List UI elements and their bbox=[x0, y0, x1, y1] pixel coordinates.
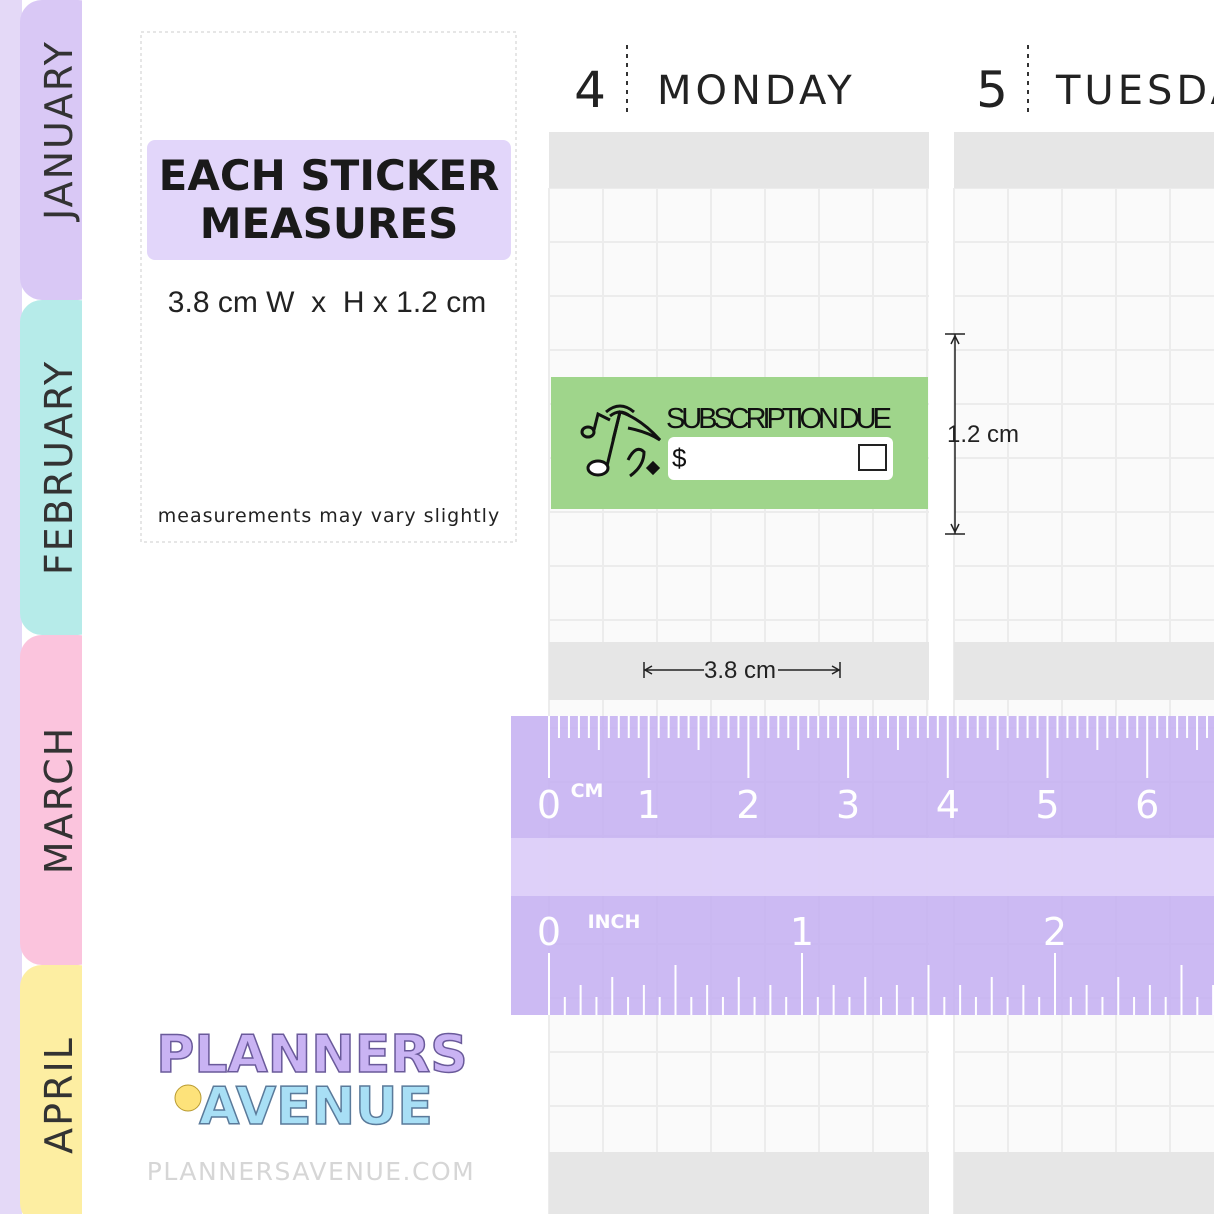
sticker-currency: $ bbox=[672, 443, 687, 473]
logo-line2: AVENUE bbox=[199, 1077, 433, 1137]
inch-label: INCH bbox=[588, 911, 641, 933]
column-footer bbox=[549, 1152, 929, 1214]
month-label: MARCH bbox=[37, 726, 81, 874]
inch-number: 1 bbox=[790, 910, 814, 954]
cm-number: 3 bbox=[836, 783, 860, 827]
day-name: MONDAY bbox=[657, 68, 856, 114]
day-number: 5 bbox=[976, 61, 1008, 119]
day-number: 4 bbox=[574, 61, 606, 119]
title-wrap: EACH STICKER MEASURES bbox=[158, 151, 500, 248]
width-label: 3.8 cm bbox=[704, 657, 776, 684]
month-tab bbox=[20, 300, 100, 635]
info-title: EACH STICKER MEASURES bbox=[158, 151, 500, 248]
logo-line1: PLANNERS bbox=[156, 1025, 468, 1085]
column-header bbox=[549, 132, 929, 188]
ruler-band bbox=[511, 838, 1214, 896]
month-tabs: JANUARY FEBRUARY MARCH APRIL bbox=[20, 0, 102, 1214]
sticker-field bbox=[668, 437, 893, 480]
inch-number: 2 bbox=[1043, 910, 1067, 954]
planner-columns bbox=[548, 132, 1214, 1214]
column-footer bbox=[954, 1152, 1214, 1214]
column-header bbox=[954, 132, 1214, 188]
month-tab bbox=[20, 0, 100, 300]
month-tab bbox=[20, 965, 100, 1214]
sticker-text: SUBSCRIPTION DUE bbox=[666, 403, 892, 435]
music-icon bbox=[580, 404, 662, 478]
cm-number: 1 bbox=[637, 783, 661, 827]
logo: PLANNERS AVENUE bbox=[155, 1024, 468, 1138]
title-box bbox=[147, 140, 511, 260]
cm-number: 6 bbox=[1135, 783, 1159, 827]
note-text: measurements may vary slightly bbox=[158, 505, 500, 527]
tab-edge bbox=[82, 0, 102, 1214]
sun-icon bbox=[174, 1084, 202, 1112]
cm-number: 2 bbox=[736, 783, 760, 827]
month-tab bbox=[20, 635, 100, 965]
measurement-text: 3.8 cm W x H x 1.2 cm bbox=[168, 286, 486, 319]
cm-label: CM bbox=[571, 780, 604, 802]
month-label: FEBRUARY bbox=[37, 360, 81, 575]
month-label: APRIL bbox=[37, 1036, 81, 1154]
height-label: 1.2 cm bbox=[947, 421, 1019, 448]
sticker: SUBSCRIPTION DUE $ bbox=[551, 377, 928, 509]
info-box bbox=[140, 31, 517, 543]
ruler: CM INCH 0 1 2 3 4 5 6 0 1 2 bbox=[511, 716, 1214, 1015]
column-band bbox=[549, 642, 929, 700]
cm-number: 4 bbox=[936, 783, 960, 827]
cm-number: 0 bbox=[537, 783, 561, 827]
day-name: TUESDAY bbox=[1055, 68, 1214, 114]
sticker-checkbox bbox=[858, 444, 887, 471]
height-dimension bbox=[945, 333, 965, 535]
website: PLANNERSAVENUE.COM bbox=[147, 1157, 475, 1186]
width-dimension bbox=[643, 662, 841, 678]
month-label: JANUARY bbox=[37, 40, 81, 222]
column-band bbox=[954, 642, 1214, 700]
cm-number: 5 bbox=[1035, 783, 1059, 827]
sidebar-strip bbox=[0, 0, 22, 1214]
inch-number: 0 bbox=[537, 910, 561, 954]
